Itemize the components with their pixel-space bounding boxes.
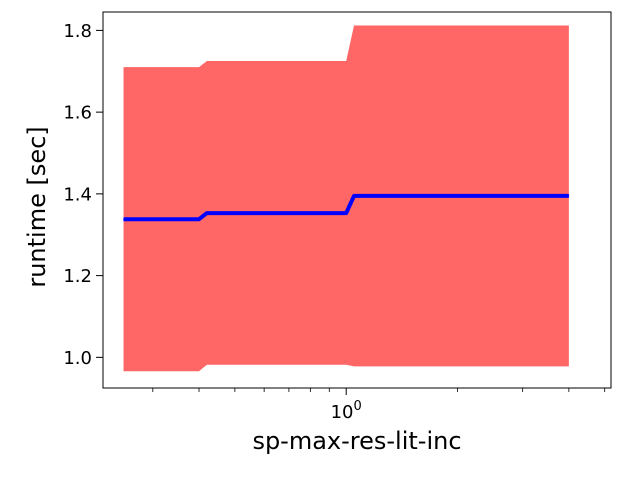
axes: 1.0 1.2 1.4 1.6 1.8 100 — [63, 11, 612, 423]
data-point — [198, 218, 200, 220]
y-tick-label: 1.4 — [63, 184, 92, 205]
x-tick-label: 100 — [331, 399, 362, 423]
y-axis-label: runtime [sec] — [23, 126, 51, 287]
mean-runtime-line — [123, 193, 569, 222]
data-point — [206, 212, 208, 214]
x-axis-label: sp-max-res-lit-inc — [252, 427, 461, 455]
data-point — [568, 195, 570, 197]
plot-frame — [102, 11, 612, 389]
data-point — [345, 212, 347, 214]
std-band — [123, 25, 569, 372]
y-tick-label: 1.0 — [63, 348, 92, 369]
y-tick-label: 1.8 — [63, 21, 92, 42]
data-point — [123, 218, 125, 220]
y-tick-label: 1.2 — [63, 266, 92, 287]
y-tick-label: 1.6 — [63, 103, 92, 124]
plot-area — [123, 25, 570, 372]
data-point — [353, 195, 355, 197]
